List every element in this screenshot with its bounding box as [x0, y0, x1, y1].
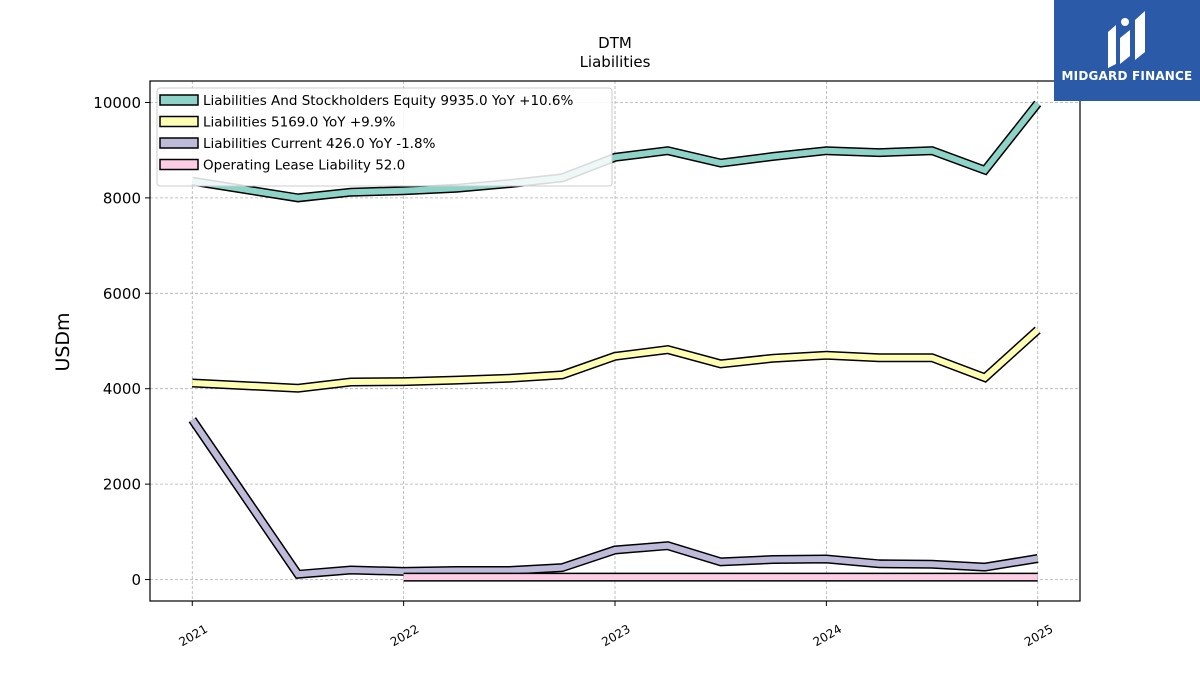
legend-label: Liabilities 5169.0 YoY +9.9%: [203, 115, 396, 131]
legend-label: Operating Lease Liability 52.0: [203, 158, 405, 174]
series-line: [192, 327, 1040, 392]
y-tick-label: 4000: [103, 380, 141, 398]
series-line: [189, 418, 1039, 578]
x-tick-label: 2021: [177, 622, 210, 649]
legend-box: [156, 87, 613, 187]
legend-swatch: [159, 158, 199, 171]
series-line: [191, 101, 1041, 201]
y-tick-label: 2000: [103, 476, 141, 494]
x-tick-label: 2022: [388, 622, 421, 649]
legend-label: Liabilities And Stockholders Equity 9935…: [203, 93, 573, 109]
y-tick-label: 10000: [93, 94, 141, 112]
legend-swatch: [159, 137, 199, 149]
brand-logo: MIDGARD FINANCE: [1054, 0, 1200, 101]
legend-swatch: [159, 115, 199, 128]
y-axis-label: USDm: [52, 312, 74, 371]
chart-title: DTM: [598, 34, 632, 52]
chart-subtitle: Liabilities: [580, 53, 651, 71]
logo-name: MIDGARD FINANCE: [1061, 69, 1193, 83]
series-layer: [188, 100, 1042, 582]
legend: Liabilities And Stockholders Equity 9935…: [156, 87, 613, 187]
y-tick-label: 0: [131, 571, 141, 589]
logo-mark-icon: [1108, 11, 1145, 68]
x-tick-label: 2024: [811, 622, 844, 649]
legend-swatch: [159, 94, 199, 106]
legend-label: Liabilities Current 426.0 YoY -1.8%: [203, 136, 436, 152]
x-tick-label: 2023: [599, 622, 632, 649]
x-tick-label: 2025: [1022, 622, 1055, 649]
y-tick-label: 6000: [103, 285, 141, 303]
y-tick-label: 8000: [103, 189, 141, 207]
